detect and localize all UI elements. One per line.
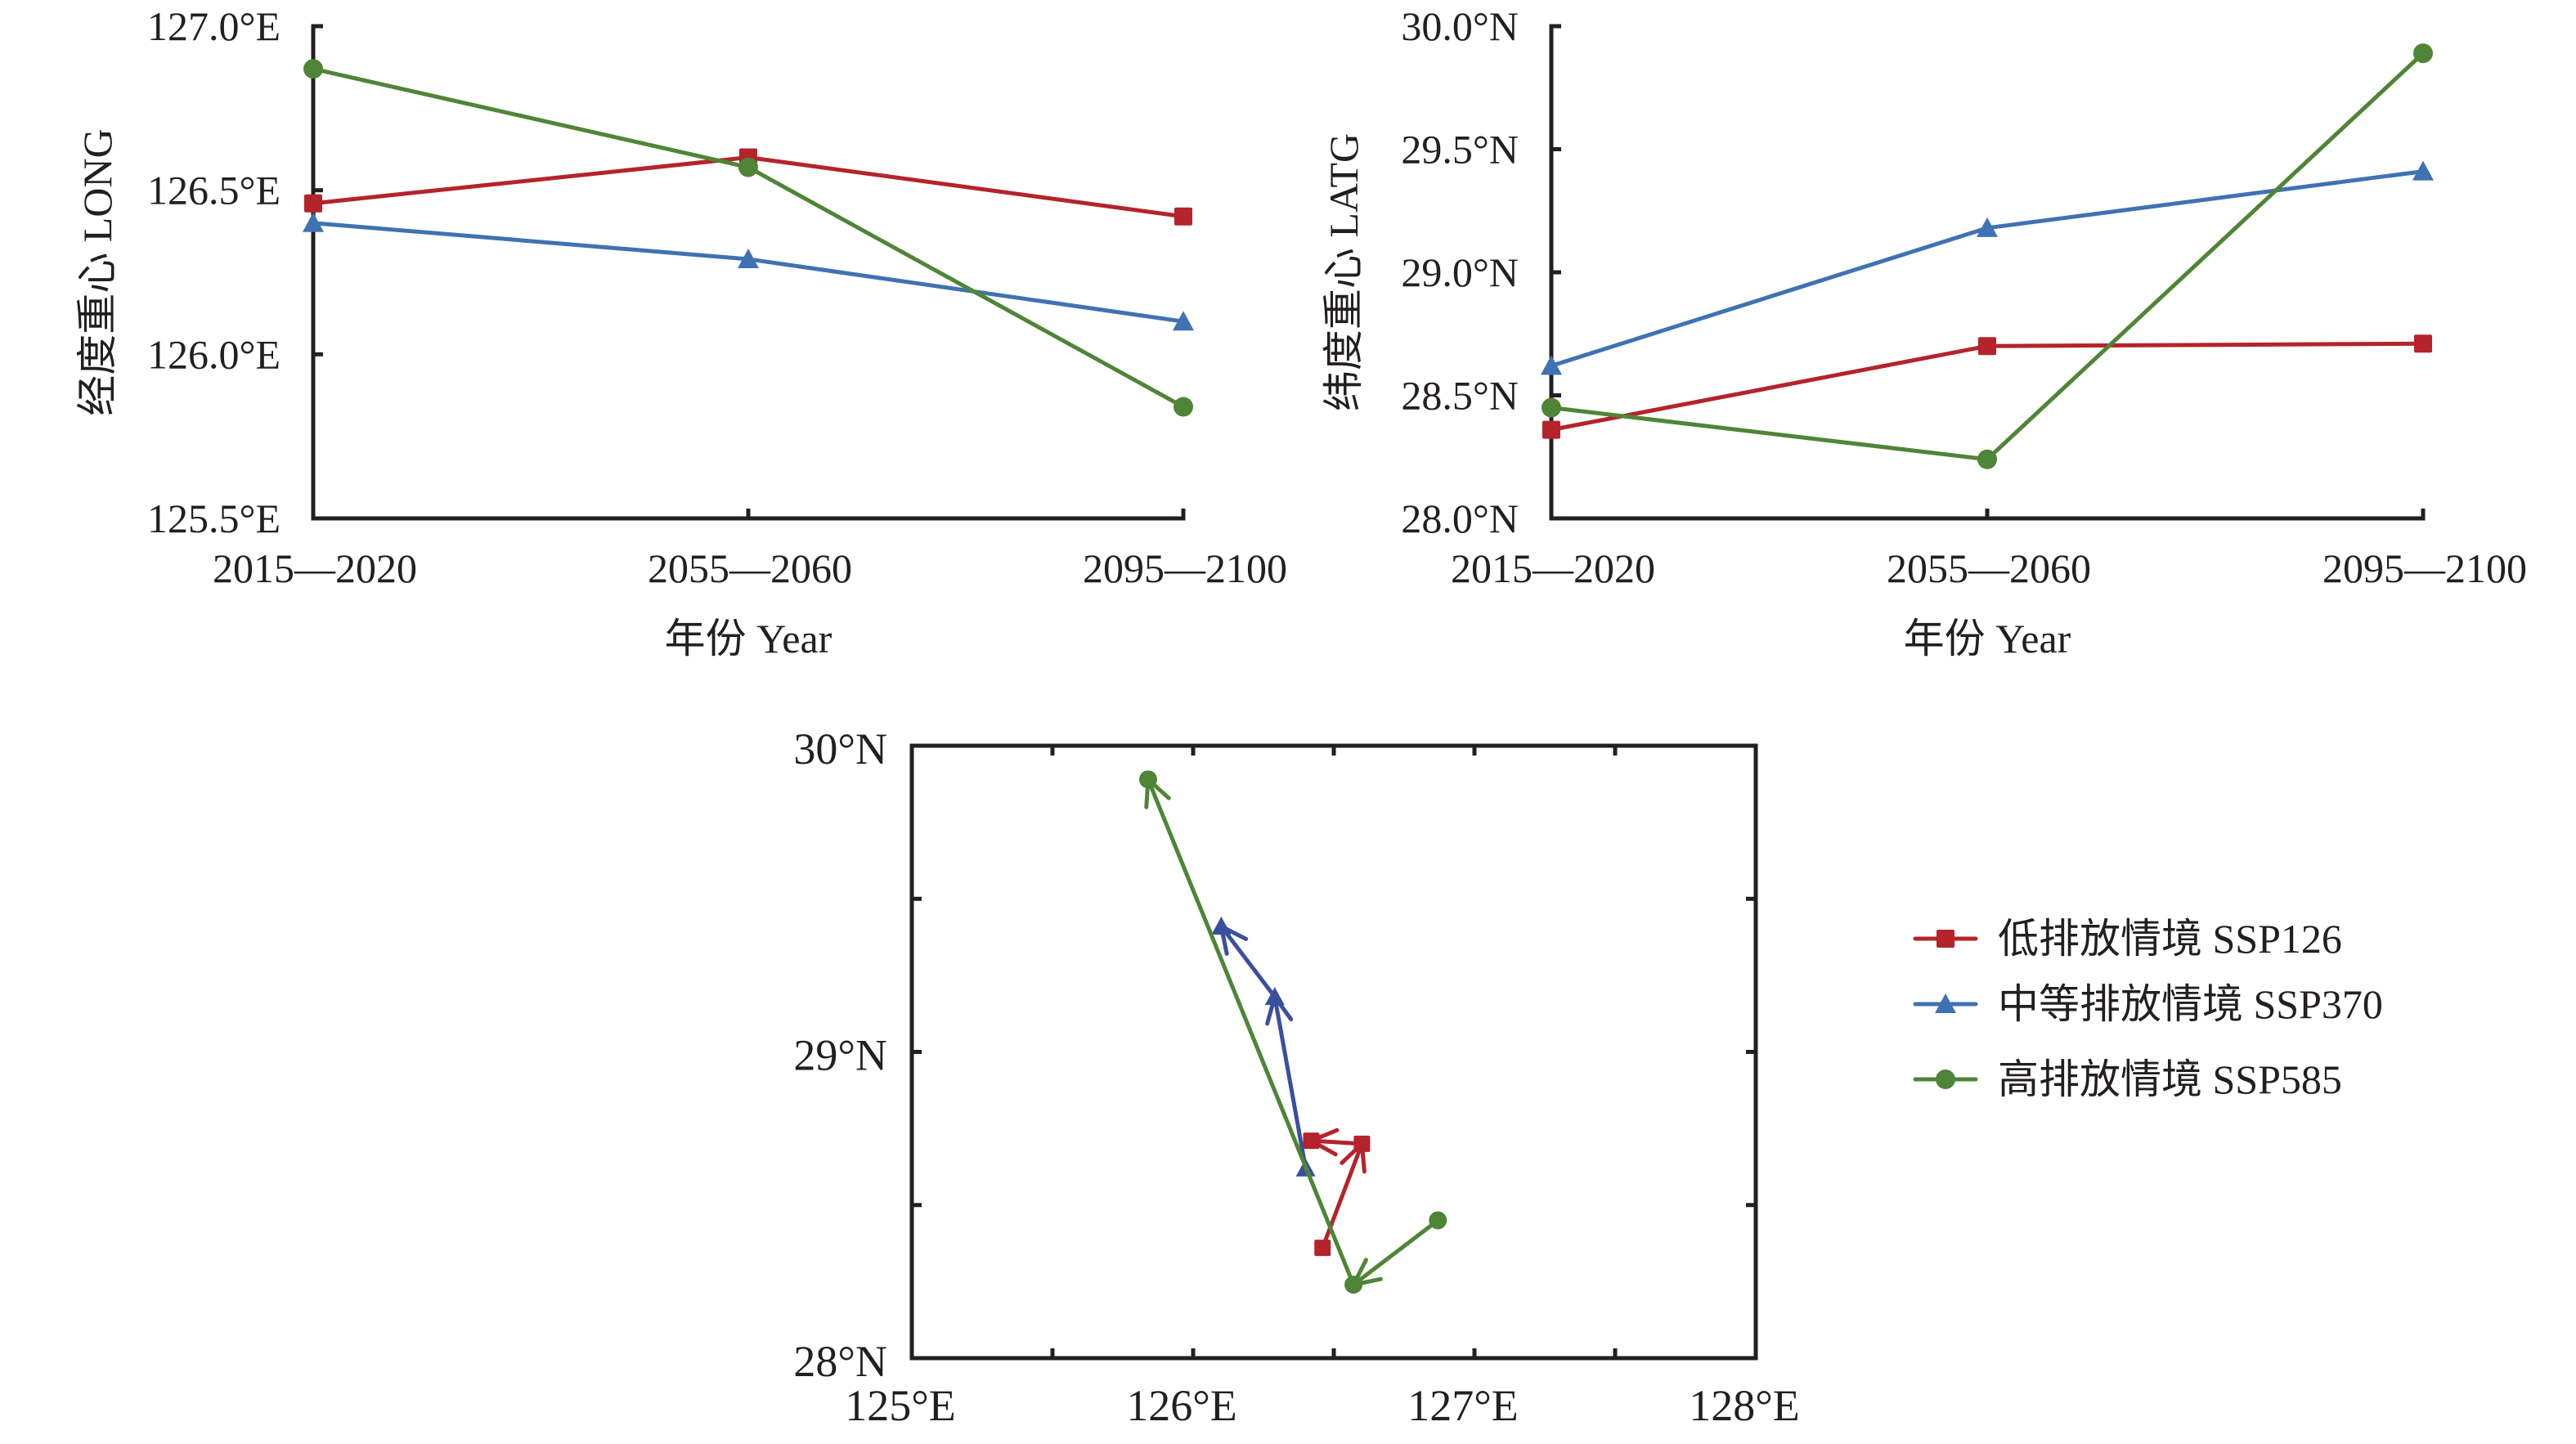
longitude-point-ssp370: [738, 248, 759, 268]
latitude-y-axis-label: 纬度重心 LATG: [1321, 133, 1367, 411]
longitude-y-tick-labels: 125.5°E 126.0°E 126.5°E 127.0°E: [147, 3, 280, 541]
map-y-tick-label: 28°N: [793, 1337, 887, 1386]
latitude-series: [1541, 43, 2434, 469]
map-x-tick-label: 127°E: [1407, 1381, 1519, 1430]
triangle-marker-icon: [1935, 993, 1956, 1013]
longitude-y-tick-label: 126.5°E: [147, 168, 280, 213]
latitude-line-ssp370: [1551, 169, 2424, 368]
latitude-line-ssp126: [1551, 341, 2424, 433]
latitude-x-tick-labels: 2015—2020 2055—2060 2095—2100: [1451, 545, 2527, 591]
latitude-x-tick-label: 2015—2020: [1451, 545, 1655, 591]
map-x-tick-label: 126°E: [1126, 1381, 1237, 1430]
legend-item-ssp370: 中等排放情境 SSP370: [1913, 981, 2383, 1027]
map-series: [1138, 770, 1447, 1294]
latitude-x-tick-label: 2095—2100: [2322, 545, 2527, 591]
longitude-axes: [311, 24, 1186, 521]
longitude-line-ssp370: [312, 221, 1184, 324]
latitude-point-ssp126: [2414, 334, 2432, 353]
legend-item-ssp126: 低排放情境 SSP126: [1913, 916, 2342, 962]
legend-label-ssp126: 低排放情境 SSP126: [1998, 916, 2342, 962]
map-y-tick-labels: 28°N 29°N 30°N: [793, 724, 887, 1386]
latitude-y-tick-label: 29.0°N: [1401, 249, 1519, 295]
map-point-ssp126: [1303, 1132, 1320, 1150]
latitude-y-tick-label: 28.5°N: [1401, 373, 1519, 419]
longitude-point-ssp126: [1174, 207, 1192, 226]
map-y-tick-label: 30°N: [793, 724, 887, 774]
map-ticks: [912, 746, 1756, 1358]
latitude-y-tick-labels: 28.0°N 28.5°N 29.0°N 29.5°N 30.0°N: [1401, 3, 1519, 541]
longitude-point-ssp585: [738, 157, 758, 177]
latitude-y-tick-label: 30.0°N: [1401, 3, 1519, 49]
map-segment-ssp370_map: [1272, 994, 1308, 1171]
map-y-tick-label: 29°N: [793, 1031, 887, 1080]
latitude-axes: [1549, 24, 2426, 521]
map-point-ssp370_map: [1211, 916, 1232, 935]
longitude-x-tick-label: 2095—2100: [1083, 545, 1287, 591]
map-x-tick-label: 125°E: [845, 1381, 956, 1430]
longitude-line-ssp585: [312, 66, 1185, 409]
map-point-ssp585: [1429, 1211, 1447, 1230]
map-point-ssp126: [1353, 1135, 1371, 1152]
longitude-x-axis-label: 年份 Year: [665, 616, 832, 661]
latitude-y-tick-label: 28.0°N: [1401, 496, 1519, 541]
map-segment-ssp370_map: [1218, 924, 1277, 999]
latitude-point-ssp126: [1542, 420, 1560, 439]
longitude-y-axis-label: 经度重心 LONG: [74, 128, 120, 415]
map-frame: [909, 743, 1758, 1361]
centroid-migration-map: 28°N 29°N 30°N 125°E 126°E 127°E 128°E: [793, 724, 1799, 1430]
latitude-chart: 28.0°N 28.5°N 29.0°N 29.5°N 30.0°N 2015—2020…: [1321, 3, 2527, 661]
map-segment-ssp126: [1308, 1138, 1364, 1146]
legend-label-ssp585: 高排放情境 SSP585: [1998, 1056, 2342, 1102]
longitude-x-tick-labels: 2015—2020 2055—2060 2095—2100: [213, 545, 1287, 591]
legend-label-ssp370: 中等排放情境 SSP370: [1998, 981, 2383, 1027]
longitude-y-tick-label: 127.0°E: [147, 3, 280, 49]
latitude-point-ssp370: [2412, 160, 2434, 181]
longitude-x-tick-label: 2015—2020: [213, 545, 417, 591]
latitude-point-ssp585: [1542, 397, 1561, 418]
longitude-point-ssp126: [304, 194, 322, 213]
latitude-y-tick-label: 29.5°N: [1401, 127, 1519, 173]
map-segment-ssp585: [1146, 777, 1356, 1287]
longitude-x-tick-label: 2055—2060: [648, 545, 852, 591]
circle-marker-icon: [1936, 1070, 1955, 1089]
longitude-point-ssp585: [1174, 397, 1193, 417]
map-x-tick-label: 128°E: [1689, 1381, 1800, 1430]
longitude-y-tick-label: 126.0°E: [147, 331, 280, 377]
legend: 低排放情境 SSP126 中等排放情境 SSP370 高排放情境 SSP585: [1913, 916, 2383, 1102]
latitude-line-ssp585: [1551, 52, 2425, 462]
latitude-point-ssp370: [1541, 355, 1562, 375]
square-marker-icon: [1936, 930, 1954, 948]
map-segment-ssp585: [1351, 1218, 1440, 1287]
latitude-x-tick-label: 2055—2060: [1887, 545, 2091, 591]
longitude-point-ssp370: [1173, 311, 1194, 331]
legend-item-ssp585: 高排放情境 SSP585: [1913, 1056, 2342, 1102]
latitude-point-ssp126: [1978, 337, 1996, 356]
latitude-point-ssp585: [2413, 43, 2433, 64]
map-point-ssp370_map: [1264, 987, 1285, 1006]
latitude-x-axis-label: 年份 Year: [1904, 616, 2071, 661]
map-point-ssp126: [1314, 1240, 1331, 1257]
longitude-point-ssp370: [303, 212, 324, 232]
longitude-point-ssp585: [303, 59, 323, 79]
longitude-series: [303, 59, 1194, 417]
map-segment-ssp126: [1320, 1141, 1364, 1250]
map-point-ssp585: [1138, 770, 1157, 789]
map-point-ssp585: [1344, 1276, 1363, 1294]
latitude-point-ssp370: [1977, 217, 1998, 237]
latitude-point-ssp585: [1977, 449, 1997, 469]
longitude-y-tick-label: 125.5°E: [147, 496, 280, 541]
map-x-tick-labels: 125°E 126°E 127°E 128°E: [845, 1381, 1800, 1430]
